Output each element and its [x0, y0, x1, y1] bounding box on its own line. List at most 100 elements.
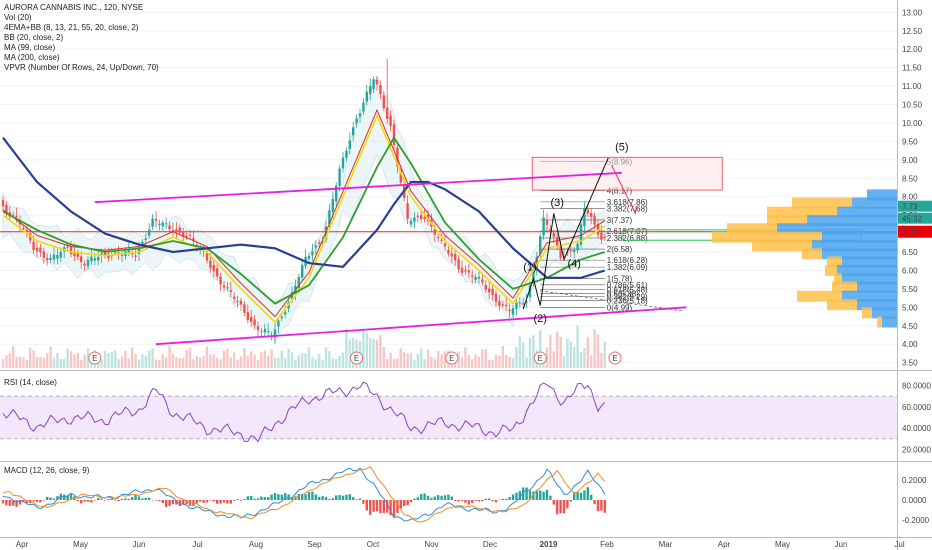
- candle-body: [90, 256, 93, 262]
- rsi-pane-label[interactable]: RSI (14, close): [4, 378, 57, 387]
- candle-body: [437, 237, 440, 239]
- volume-bar: [158, 359, 161, 368]
- candle-body: [515, 302, 518, 309]
- candle-body: [358, 113, 362, 117]
- volume-bar: [229, 357, 232, 368]
- x-tick-label: Oct: [367, 540, 380, 549]
- volume-bar: [273, 357, 277, 368]
- legend-title[interactable]: AURORA CANNABIS INC., 120, NYSE: [4, 3, 144, 12]
- macd-histogram-bar: [409, 500, 413, 503]
- volume-bar: [8, 353, 11, 368]
- volume-bar: [103, 350, 107, 368]
- legend-volume[interactable]: Vol (20): [4, 13, 32, 22]
- volume-bar: [440, 354, 443, 368]
- volume-bar: [409, 353, 413, 368]
- candle-body: [369, 85, 372, 95]
- candle-body: [114, 252, 117, 254]
- vpvr-bar-down: [812, 240, 897, 252]
- macd-histogram-bar: [171, 500, 175, 505]
- macd-histogram-bar: [576, 491, 579, 500]
- fib-level-label: 2(6.58): [607, 245, 633, 254]
- fib-level-label: 1(5.78): [607, 275, 633, 284]
- volume-bar: [399, 348, 402, 368]
- macd-histogram-bar: [396, 500, 399, 513]
- volume-bar: [202, 356, 205, 368]
- candle-body: [372, 79, 375, 90]
- volume-bar: [209, 354, 212, 368]
- price-tick-label: 5.50: [902, 285, 918, 294]
- macd-histogram-bar: [246, 496, 249, 500]
- candle-body: [165, 223, 168, 225]
- candle-body: [117, 252, 120, 254]
- volume-bar: [192, 359, 195, 368]
- vpvr-bar-down: [882, 316, 897, 328]
- candle-body: [549, 229, 552, 233]
- macd-pane-label[interactable]: MACD (12, 26, close, 9): [4, 466, 90, 475]
- macd-histogram-bar: [18, 500, 22, 505]
- candle-body: [416, 215, 419, 217]
- volume-bar: [301, 353, 304, 368]
- legend-bb[interactable]: BB (20, close, 2): [4, 33, 64, 42]
- volume-bar: [396, 358, 399, 368]
- volume-bar: [532, 335, 535, 368]
- earnings-marker: [445, 351, 459, 365]
- macd-histogram-bar: [399, 500, 402, 509]
- macd-histogram-bar: [596, 500, 600, 512]
- vpvr-bar-up: [827, 256, 842, 268]
- macd-histogram-bar: [219, 500, 222, 504]
- candle-body: [178, 227, 181, 233]
- candle-body: [535, 256, 538, 271]
- candle-body: [318, 242, 321, 244]
- vpvr-bar-down: [837, 206, 897, 218]
- macd-histogram-bar: [413, 498, 416, 500]
- rsi-tick-label: 60.0000: [902, 403, 931, 412]
- legend-vpvr[interactable]: VPVR (Number Of Rows, 24, Up/Down, 70): [4, 63, 159, 72]
- price-tick-label: 4.00: [902, 340, 918, 349]
- volume-bar: [141, 354, 144, 368]
- macd-histogram-bar: [168, 500, 171, 506]
- candle-body: [25, 229, 28, 232]
- volume-bar: [518, 336, 521, 368]
- volume-bar: [56, 353, 59, 368]
- candle-body: [236, 300, 239, 302]
- volume-bar: [430, 356, 433, 368]
- candle-body: [392, 124, 396, 146]
- vpvr-bar-up: [825, 264, 837, 276]
- candle-body: [375, 79, 379, 85]
- volume-bar: [406, 353, 409, 368]
- volume-bar: [86, 348, 90, 368]
- candle-body: [158, 223, 161, 225]
- volume-bar: [328, 350, 331, 368]
- candle-body: [518, 302, 521, 304]
- volume-bar: [348, 339, 351, 368]
- volume-bar: [182, 357, 185, 368]
- candle-body: [205, 252, 209, 261]
- macd-histogram-bar: [117, 500, 120, 502]
- macd-histogram-bar: [83, 500, 86, 502]
- volume-bar: [35, 356, 39, 368]
- candle-body: [39, 247, 42, 253]
- volume-bar: [413, 359, 416, 368]
- legend-ema-bb[interactable]: 4EMA+BB (8, 13, 21, 55, 20, close, 2): [4, 23, 139, 32]
- macd-histogram-bar: [369, 500, 372, 515]
- volume-bar: [335, 358, 338, 368]
- legend-ma200[interactable]: MA (200, close): [4, 53, 60, 62]
- candle-body: [338, 168, 341, 186]
- candle-body: [508, 309, 511, 312]
- volume-bar: [22, 357, 25, 368]
- candle-body: [212, 265, 215, 272]
- macd-histogram-bar: [165, 500, 168, 508]
- macd-histogram-bar: [263, 497, 266, 500]
- macd-histogram-bar: [450, 496, 453, 500]
- macd-histogram-bar: [284, 493, 287, 500]
- volume-bar: [168, 346, 171, 368]
- macd-histogram-bar: [447, 494, 450, 500]
- candle-body: [188, 234, 192, 236]
- legend-ma99[interactable]: MA (99, close): [4, 43, 56, 52]
- macd-histogram-bar: [195, 500, 198, 504]
- volume-bar: [389, 352, 392, 368]
- volume-bar: [362, 329, 365, 368]
- macd-histogram-bar: [365, 500, 368, 511]
- macd-histogram-bar: [423, 493, 426, 500]
